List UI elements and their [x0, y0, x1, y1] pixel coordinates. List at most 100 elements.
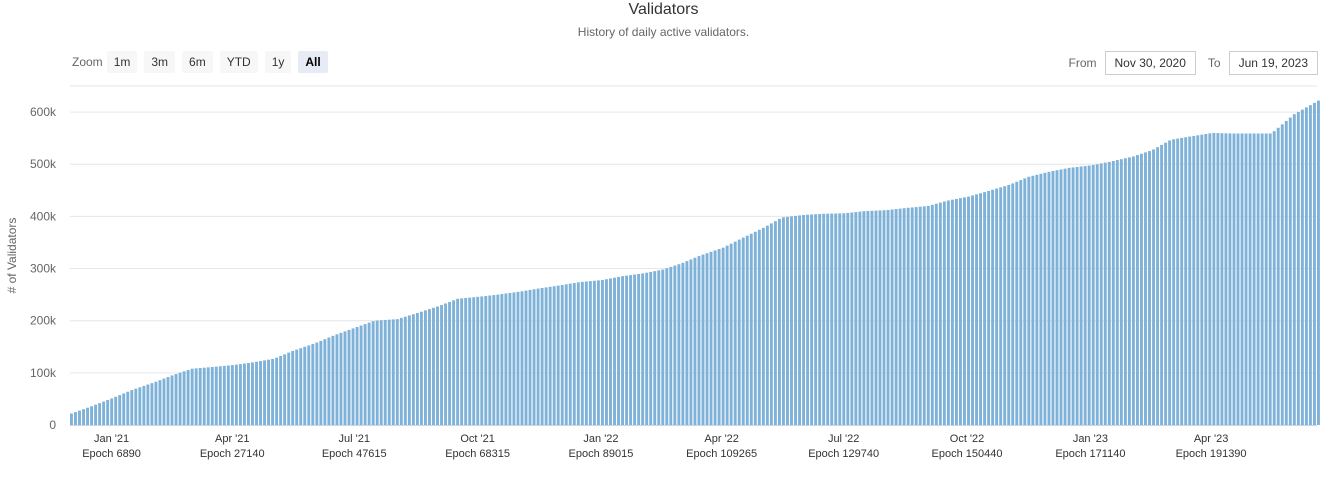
bar[interactable] [802, 214, 806, 425]
bar[interactable] [1144, 152, 1147, 425]
bar[interactable] [118, 395, 122, 425]
bar[interactable] [1248, 133, 1252, 425]
bar[interactable] [665, 268, 669, 425]
bar[interactable] [657, 270, 661, 425]
bar[interactable] [259, 361, 262, 425]
bar[interactable] [806, 214, 810, 425]
bar[interactable] [725, 245, 729, 425]
zoom-6m-button[interactable]: 6m [182, 51, 213, 73]
bar[interactable] [971, 195, 974, 425]
bar[interactable] [98, 403, 102, 425]
bar[interactable] [271, 358, 275, 425]
bar[interactable] [1228, 133, 1232, 426]
bar[interactable] [134, 388, 138, 425]
bar[interactable] [162, 378, 166, 425]
bar[interactable] [182, 371, 186, 425]
bar[interactable] [975, 194, 978, 425]
bar[interactable] [693, 257, 697, 425]
zoom-1m-button[interactable]: 1m [106, 51, 138, 73]
bar[interactable] [464, 298, 468, 425]
bar[interactable] [894, 209, 898, 425]
bar[interactable] [946, 200, 950, 425]
bar[interactable] [130, 390, 134, 425]
bar[interactable] [794, 215, 797, 425]
bar[interactable] [613, 277, 616, 425]
bar[interactable] [705, 253, 709, 425]
bar[interactable] [1292, 114, 1296, 425]
bar[interactable] [251, 362, 254, 425]
bar[interactable] [1148, 151, 1151, 426]
bar[interactable] [983, 192, 987, 425]
bar[interactable] [1071, 167, 1075, 426]
bar[interactable] [600, 280, 604, 425]
bar[interactable] [914, 207, 918, 425]
bar[interactable] [174, 374, 178, 425]
bar[interactable] [721, 247, 725, 425]
bar[interactable] [886, 209, 890, 425]
bar[interactable] [500, 294, 504, 425]
bar[interactable] [210, 366, 214, 425]
bar[interactable] [1272, 131, 1276, 425]
bar[interactable] [1168, 140, 1172, 425]
bar[interactable] [1192, 135, 1196, 425]
bar[interactable] [1300, 109, 1304, 425]
bar[interactable] [717, 249, 721, 425]
bar[interactable] [319, 340, 323, 425]
bar[interactable] [504, 293, 508, 425]
bar[interactable] [536, 288, 540, 425]
bar[interactable] [826, 213, 830, 425]
bar[interactable] [1019, 180, 1023, 425]
bar[interactable] [786, 216, 789, 425]
bar[interactable] [1224, 133, 1228, 425]
bar[interactable] [1039, 173, 1043, 425]
bar[interactable] [995, 188, 999, 425]
bar[interactable] [1164, 142, 1168, 425]
bar[interactable] [403, 316, 407, 425]
bar[interactable] [1308, 105, 1312, 426]
bar[interactable] [1099, 163, 1103, 425]
bar[interactable] [1260, 133, 1264, 425]
to-date-input[interactable]: Jun 19, 2023 [1228, 51, 1318, 75]
bar[interactable] [186, 370, 190, 425]
bar[interactable] [1180, 137, 1184, 425]
bar[interactable] [1051, 171, 1055, 425]
bar[interactable] [351, 328, 355, 425]
bar[interactable] [1280, 124, 1284, 425]
bar[interactable] [991, 189, 995, 425]
bar[interactable] [713, 250, 717, 425]
bar[interactable] [480, 296, 484, 425]
bar[interactable] [202, 367, 206, 425]
bar[interactable] [86, 407, 90, 425]
bar[interactable] [110, 398, 114, 425]
bar[interactable] [238, 364, 242, 425]
bar[interactable] [918, 206, 922, 425]
bar[interactable] [218, 366, 222, 425]
bar[interactable] [1003, 186, 1007, 425]
bar[interactable] [323, 339, 327, 425]
bar[interactable] [1107, 161, 1111, 425]
bar[interactable] [472, 297, 476, 425]
bar[interactable] [335, 334, 339, 425]
bar[interactable] [737, 239, 741, 425]
bar[interactable] [798, 215, 802, 425]
bar[interactable] [411, 314, 415, 425]
bar[interactable] [934, 203, 938, 425]
bar[interactable] [926, 205, 930, 425]
bar[interactable] [1075, 166, 1079, 425]
bar[interactable] [782, 217, 785, 425]
bar[interactable] [814, 214, 818, 425]
bar[interactable] [930, 204, 934, 425]
bar[interactable] [194, 368, 198, 425]
bar[interactable] [158, 380, 162, 425]
bar[interactable] [395, 319, 399, 425]
bar[interactable] [94, 404, 98, 425]
bar[interactable] [592, 280, 596, 425]
bar[interactable] [1312, 102, 1316, 426]
bar[interactable] [428, 309, 431, 425]
bar[interactable] [882, 210, 886, 425]
bar[interactable] [649, 271, 653, 425]
bar[interactable] [769, 223, 773, 425]
bar[interactable] [552, 286, 556, 425]
bar[interactable] [544, 287, 548, 425]
bar[interactable] [584, 281, 588, 425]
